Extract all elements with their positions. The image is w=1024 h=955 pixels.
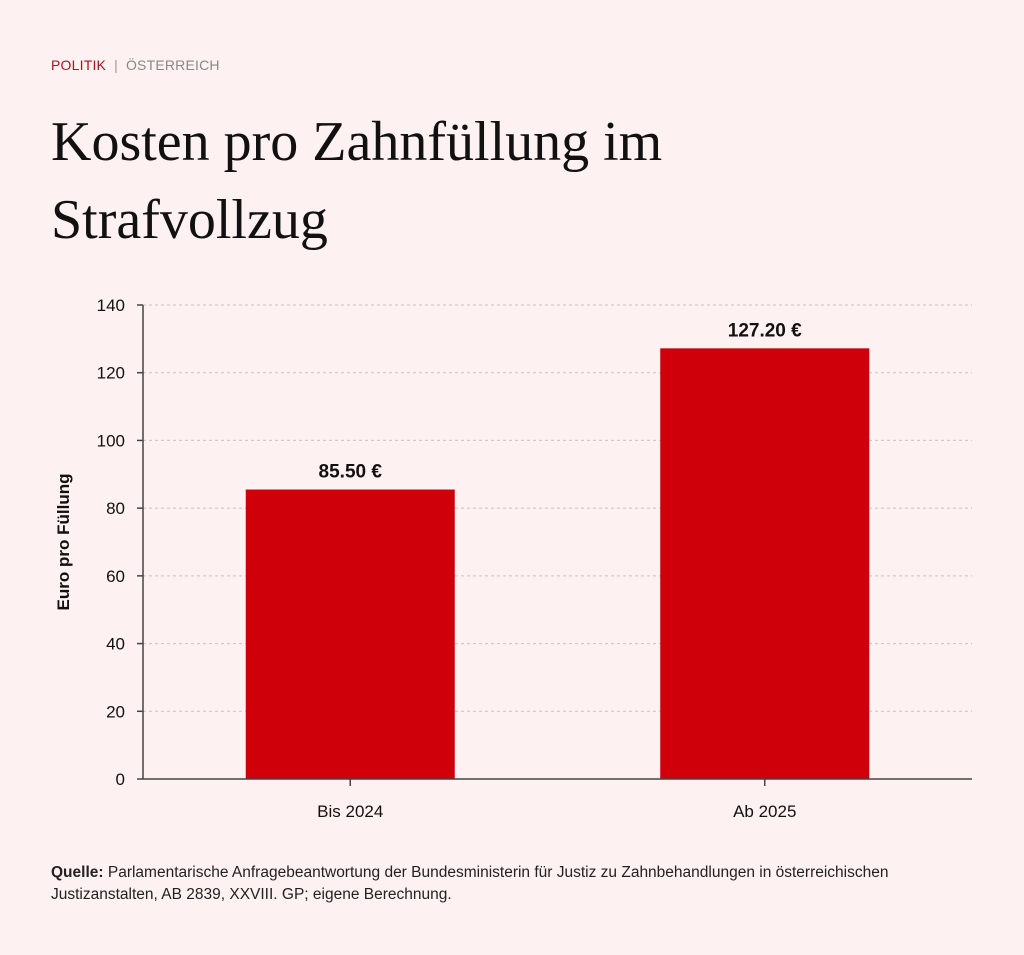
subcategory-link[interactable]: ÖSTERREICH [125, 57, 220, 73]
y-tick-label: 20 [106, 702, 125, 721]
bar [660, 348, 870, 779]
data-label: 127.20 € [728, 320, 802, 341]
y-tick-label: 100 [97, 431, 125, 450]
y-tick-label: 140 [97, 296, 125, 315]
source-note: Quelle: Parlamentarische Anfragebeantwor… [51, 862, 951, 906]
bar [245, 489, 455, 779]
y-tick-label: 120 [97, 364, 125, 383]
source-text: Parlamentarische Anfragebeantwortung der… [51, 864, 889, 903]
category-link[interactable]: POLITIK [51, 57, 107, 73]
y-axis-label: Euro pro Füllung [54, 474, 73, 611]
data-label: 85.50 € [319, 462, 383, 483]
y-tick-label: 60 [106, 567, 125, 586]
x-tick-label: Ab 2025 [733, 802, 796, 821]
page-title: Kosten pro Zahnfüllung im Strafvollzug [51, 111, 663, 251]
x-tick-label: Bis 2024 [317, 802, 383, 821]
y-tick-label: 40 [106, 635, 125, 654]
source-label: Quelle: [51, 864, 104, 881]
y-tick-label: 0 [116, 770, 125, 789]
y-tick-label: 80 [106, 499, 125, 518]
breadcrumb-separator: | [114, 57, 118, 73]
breadcrumb: POLITIK | ÖSTERREICH [51, 57, 220, 73]
